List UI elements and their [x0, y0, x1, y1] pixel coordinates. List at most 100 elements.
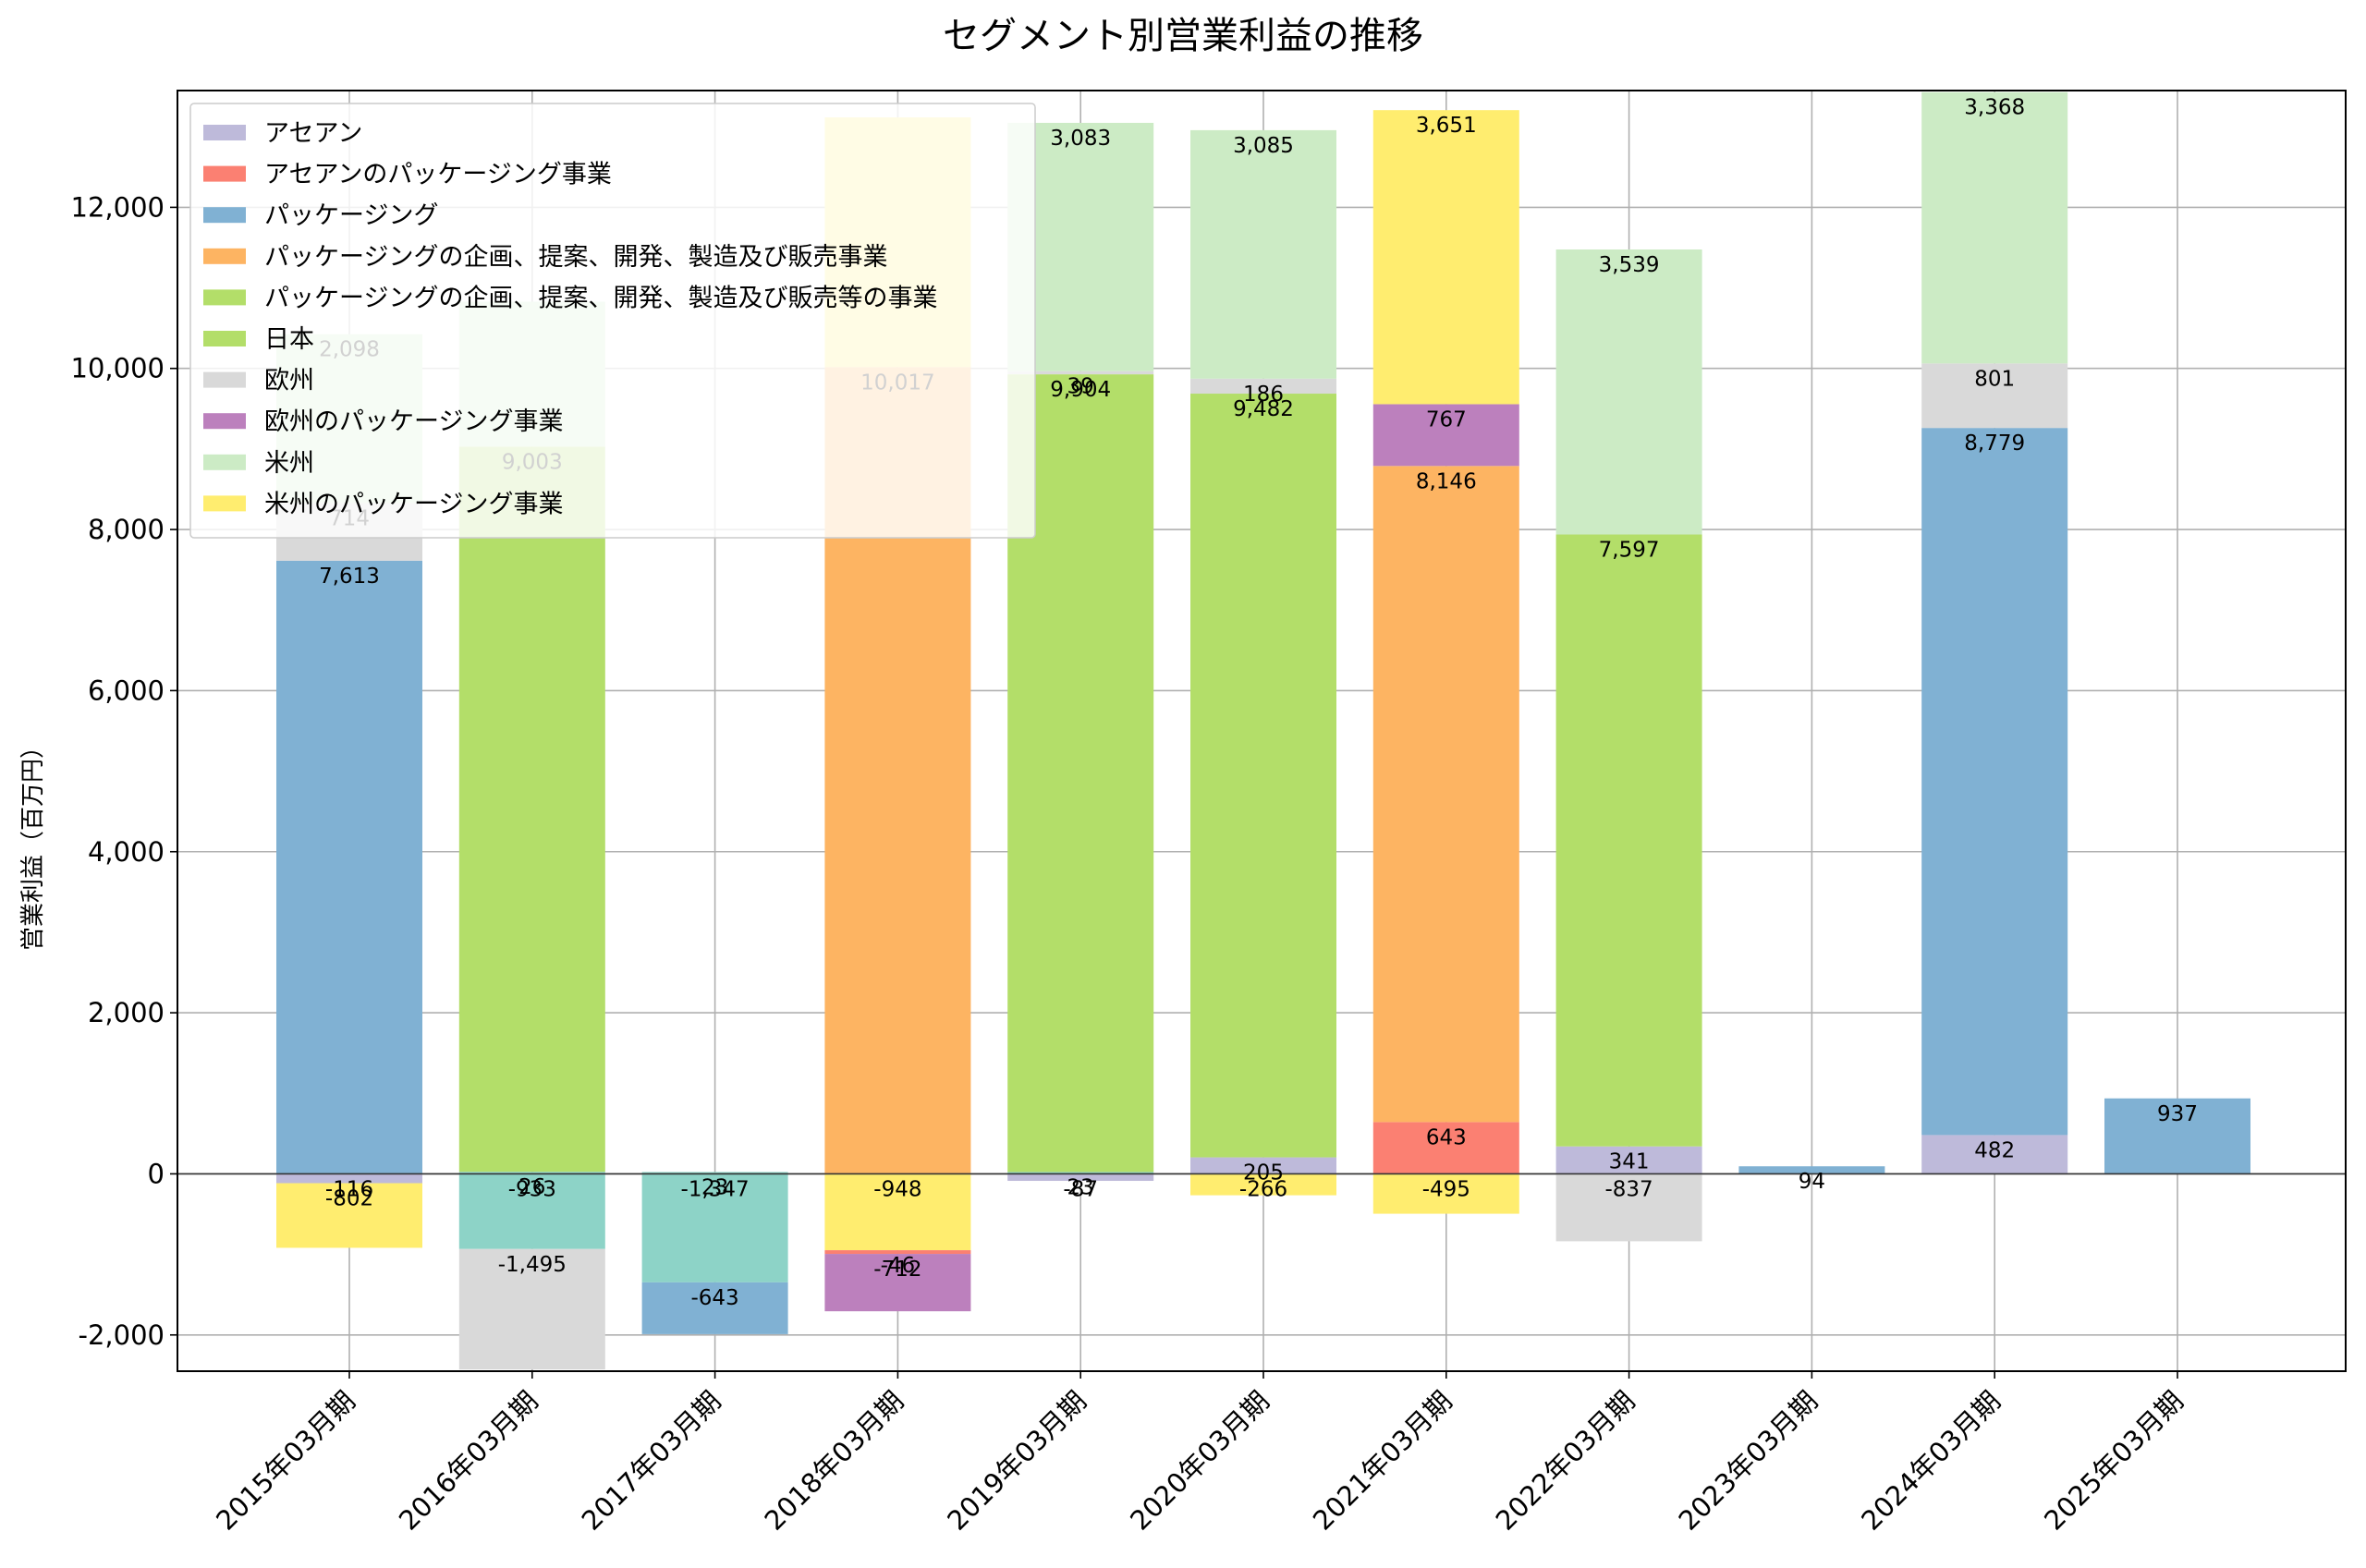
- bar-value-label: 3,651: [1416, 114, 1477, 138]
- bar-value-label: 8,146: [1416, 469, 1477, 493]
- bar-segment: [458, 1173, 605, 1249]
- bar-segment: [1190, 1157, 1336, 1174]
- bar-value-label: 186: [1243, 383, 1284, 407]
- bar-value-label: 801: [1974, 367, 2015, 391]
- bar-segment: [1190, 394, 1336, 1158]
- x-tick-label: 2025年03月期: [2038, 1385, 2189, 1537]
- x-tick-label: 2016年03月期: [393, 1385, 544, 1537]
- legend-box: [189, 103, 1036, 539]
- legend-entry: アセアン: [264, 119, 362, 148]
- bar-segment: [824, 1254, 971, 1312]
- legend-entry: 日本: [264, 325, 314, 354]
- bar-segment: [1372, 404, 1519, 467]
- plot-frame: [177, 90, 2347, 1372]
- bar-segment: [1555, 249, 1702, 535]
- legend-entry: パッケージングの企画、提案、開発、製造及び販売等の事業: [264, 284, 937, 312]
- x-tick-label: 2017年03月期: [576, 1385, 727, 1537]
- x-tick-label: 2022年03月期: [1490, 1385, 1641, 1537]
- y-tick-label: 6,000: [88, 675, 165, 706]
- bar-segment: [458, 446, 605, 1173]
- bar-segment: [641, 1172, 788, 1174]
- bar-segment: [1372, 110, 1519, 405]
- x-tick-label: 2020年03月期: [1124, 1385, 1275, 1537]
- x-tick-label: 2019年03月期: [941, 1385, 1092, 1537]
- legend-swatch: [203, 125, 246, 140]
- legend-swatch: [203, 454, 246, 470]
- y-tick-label: 2,000: [88, 997, 165, 1028]
- bar-segment: [1921, 1135, 2068, 1174]
- x-tick-label: 2018年03月期: [758, 1385, 909, 1537]
- bar-segment: [1555, 1173, 1702, 1242]
- bar-segment: [824, 1250, 971, 1255]
- bar-segment: [1372, 1122, 1519, 1174]
- bar-segment: [1007, 371, 1154, 375]
- legend-swatch: [203, 165, 246, 182]
- bar-segment: [824, 1173, 971, 1251]
- bar-value-label: -837: [1604, 1177, 1653, 1201]
- y-tick-label: 4,000: [88, 836, 165, 868]
- bar-value-label: 9,904: [1050, 378, 1111, 402]
- bar-segment: [1372, 466, 1519, 1123]
- x-tick-label: 2023年03月期: [1673, 1385, 1824, 1537]
- x-tick-label: 2024年03月期: [1855, 1385, 2006, 1537]
- x-tick-label: 2015年03月期: [210, 1385, 361, 1537]
- bar-value-label: 767: [1426, 407, 1467, 432]
- legend-entry: 米州のパッケージング事業: [264, 490, 563, 518]
- bar-value-label: 341: [1609, 1150, 1650, 1174]
- bar-value-label: -116: [325, 1177, 373, 1201]
- y-tick-label: 10,000: [71, 353, 165, 384]
- bar-segment: [458, 1248, 605, 1370]
- bar-value-label: -46: [881, 1254, 916, 1278]
- legend-entry: 欧州のパッケージング事業: [264, 407, 563, 436]
- legend-swatch: [203, 371, 246, 388]
- bar-segment: [276, 1183, 422, 1248]
- bar-segment: [1190, 129, 1336, 379]
- bar-segment: [1007, 1172, 1154, 1174]
- chart-title: セグメント別営業利益の推移: [943, 15, 1423, 57]
- bar-value-label: 937: [2157, 1102, 2198, 1126]
- legend-swatch: [203, 248, 246, 264]
- bar-segment: [1190, 378, 1336, 395]
- bar-segment: [458, 1172, 605, 1174]
- bar-value-label: 482: [1974, 1138, 2015, 1162]
- legend-swatch: [203, 331, 246, 346]
- bar-segment: [276, 1173, 422, 1184]
- bar-value-label: 3,368: [1964, 96, 2025, 120]
- bar-value-label: 9,482: [1233, 397, 1294, 421]
- bar-value-label: -495: [1422, 1177, 1470, 1201]
- bar-value-label: -1,495: [498, 1253, 567, 1277]
- legend-entry: 欧州: [264, 367, 314, 395]
- bar-value-label: -643: [690, 1286, 738, 1310]
- bar-value-label: 7,597: [1599, 538, 1660, 562]
- bar-segment: [1190, 1173, 1336, 1196]
- legend-entry: パッケージングの企画、提案、開発、製造及び販売事業: [264, 243, 887, 272]
- bar-value-label: -948: [873, 1177, 921, 1201]
- x-tick-label: 2021年03月期: [1307, 1385, 1458, 1537]
- bar-value-label: 7,613: [319, 565, 380, 589]
- bar-value-label: 8,779: [1964, 432, 2025, 456]
- bar-segment: [641, 1173, 788, 1282]
- bar-value-label: 23: [701, 1175, 728, 1199]
- bar-segment: [1555, 534, 1702, 1147]
- legend-entry: 米州: [264, 449, 314, 478]
- bar-value-label: 3,539: [1599, 253, 1660, 277]
- legend: アセアンアセアンのパッケージング事業パッケージングパッケージングの企画、提案、開…: [189, 103, 1036, 539]
- legend-swatch: [203, 289, 246, 306]
- bar-value-label: 3,085: [1233, 134, 1294, 158]
- bar-value-label: -266: [1239, 1177, 1287, 1201]
- y-tick-label: -2,000: [79, 1319, 165, 1351]
- y-axis-label: 営業利益（百万円）: [19, 735, 47, 951]
- bar-value-label: 205: [1243, 1161, 1284, 1185]
- legend-entry: アセアンのパッケージング事業: [264, 161, 612, 189]
- bar-value-label: -802: [325, 1187, 373, 1211]
- bar-segment: [1007, 1173, 1154, 1182]
- legend-swatch: [203, 495, 246, 512]
- y-tick-label: 8,000: [88, 514, 165, 545]
- bar-value-label: 94: [1799, 1170, 1825, 1194]
- bar-segment: [641, 1282, 788, 1334]
- legend-entry: パッケージング: [264, 201, 438, 230]
- bar-value-label: 3,083: [1050, 127, 1111, 151]
- bar-segment: [276, 560, 422, 1174]
- y-tick-label: 0: [148, 1158, 165, 1189]
